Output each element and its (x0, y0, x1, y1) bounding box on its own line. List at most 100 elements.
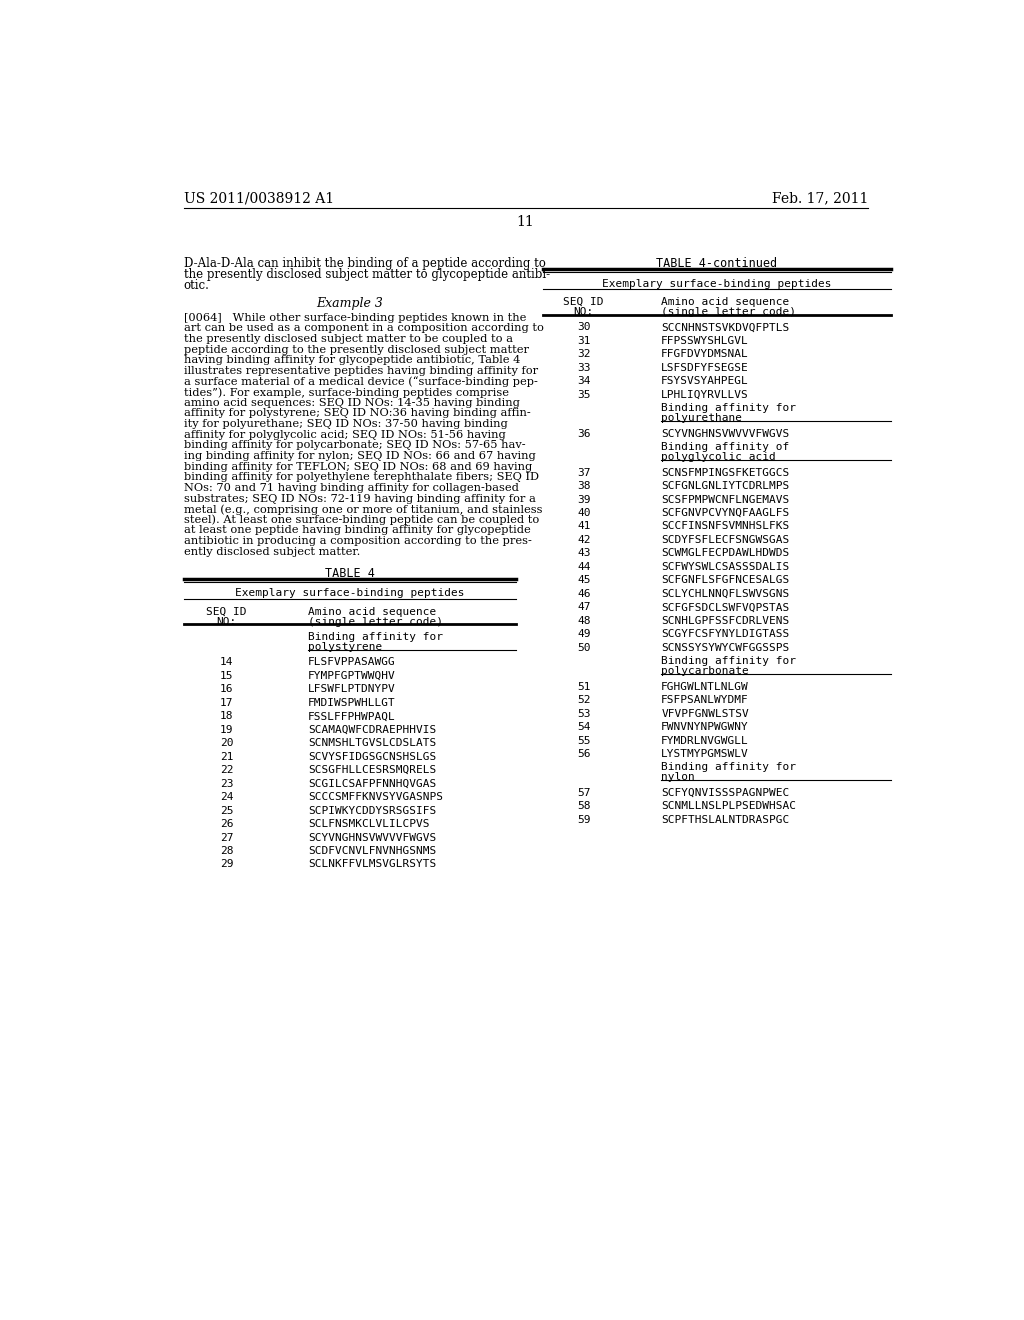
Text: SCVYSFIDGSGCNSHSLGS: SCVYSFIDGSGCNSHSLGS (308, 751, 436, 762)
Text: the presently disclosed subject matter to be coupled to a: the presently disclosed subject matter t… (183, 334, 513, 345)
Text: LPHLIQYRVLLVS: LPHLIQYRVLLVS (662, 389, 749, 400)
Text: FSSLFFPHWPAQL: FSSLFFPHWPAQL (308, 711, 395, 721)
Text: 14: 14 (220, 657, 233, 668)
Text: 25: 25 (220, 805, 233, 816)
Text: (single letter code): (single letter code) (308, 616, 442, 627)
Text: 40: 40 (577, 508, 591, 517)
Text: 57: 57 (577, 788, 591, 797)
Text: SCCFINSNFSVMNHSLFKS: SCCFINSNFSVMNHSLFKS (662, 521, 790, 532)
Text: SCGILCSAFPFNNHQVGAS: SCGILCSAFPFNNHQVGAS (308, 779, 436, 788)
Text: D-Ala-D-Ala can inhibit the binding of a peptide according to: D-Ala-D-Ala can inhibit the binding of a… (183, 257, 546, 271)
Text: Binding affinity of: Binding affinity of (662, 442, 790, 453)
Text: NO:: NO: (216, 616, 237, 627)
Text: 29: 29 (220, 859, 233, 870)
Text: FYMPFGPTWWQHV: FYMPFGPTWWQHV (308, 671, 395, 681)
Text: NOs: 70 and 71 having binding affinity for collagen-based: NOs: 70 and 71 having binding affinity f… (183, 483, 519, 492)
Text: SCNSSYSYWYCWFGGSSPS: SCNSSYSYWYCWFGGSSPS (662, 643, 790, 652)
Text: 24: 24 (220, 792, 233, 803)
Text: ity for polyurethane; SEQ ID NOs: 37-50 having binding: ity for polyurethane; SEQ ID NOs: 37-50 … (183, 420, 508, 429)
Text: TABLE 4: TABLE 4 (325, 566, 375, 579)
Text: tides”). For example, surface-binding peptides comprise: tides”). For example, surface-binding pe… (183, 387, 509, 397)
Text: the presently disclosed subject matter to glycopeptide antibi-: the presently disclosed subject matter t… (183, 268, 550, 281)
Text: SCFGFSDCLSWFVQPSTAS: SCFGFSDCLSWFVQPSTAS (662, 602, 790, 612)
Text: 28: 28 (220, 846, 233, 855)
Text: nylon: nylon (662, 772, 695, 783)
Text: binding affinity for polycarbonate; SEQ ID NOs: 57-65 hav-: binding affinity for polycarbonate; SEQ … (183, 441, 525, 450)
Text: 34: 34 (577, 376, 591, 387)
Text: [0064]   While other surface-binding peptides known in the: [0064] While other surface-binding pepti… (183, 313, 526, 323)
Text: 36: 36 (577, 429, 591, 438)
Text: SCYVNGHNSVWVVVFWGVS: SCYVNGHNSVWVVVFWGVS (662, 429, 790, 438)
Text: binding affinity for polyethylene terephthalate fibers; SEQ ID: binding affinity for polyethylene tereph… (183, 473, 539, 482)
Text: SCLYCHLNNQFLSWVSGNS: SCLYCHLNNQFLSWVSGNS (662, 589, 790, 599)
Text: SCFGNVPCVYNQFAAGLFS: SCFGNVPCVYNQFAAGLFS (662, 508, 790, 517)
Text: SCLNKFFVLMSVGLRSYTS: SCLNKFFVLMSVGLRSYTS (308, 859, 436, 870)
Text: antibiotic in producing a composition according to the pres-: antibiotic in producing a composition ac… (183, 536, 531, 546)
Text: illustrates representative peptides having binding affinity for: illustrates representative peptides havi… (183, 366, 538, 376)
Text: LSFSDFYFSEGSE: LSFSDFYFSEGSE (662, 363, 749, 372)
Text: 54: 54 (577, 722, 591, 733)
Text: steel). At least one surface-binding peptide can be coupled to: steel). At least one surface-binding pep… (183, 515, 539, 525)
Text: a surface material of a medical device (“surface-binding pep-: a surface material of a medical device (… (183, 376, 538, 387)
Text: SCCCSMFFKNVSYVGASNPS: SCCCSMFFKNVSYVGASNPS (308, 792, 442, 803)
Text: LFSWFLPTDNYPV: LFSWFLPTDNYPV (308, 684, 395, 694)
Text: 45: 45 (577, 576, 591, 585)
Text: metal (e.g., comprising one or more of titanium, and stainless: metal (e.g., comprising one or more of t… (183, 504, 543, 515)
Text: LYSTMYPGMSWLV: LYSTMYPGMSWLV (662, 748, 749, 759)
Text: Amino acid sequence: Amino acid sequence (308, 607, 436, 616)
Text: VFVPFGNWLSTSV: VFVPFGNWLSTSV (662, 709, 749, 718)
Text: SCNMSHLTGVSLCDSLATS: SCNMSHLTGVSLCDSLATS (308, 738, 436, 748)
Text: SCFGNLGNLIYTCDRLMPS: SCFGNLGNLIYTCDRLMPS (662, 480, 790, 491)
Text: FSYSVSYAHPEGL: FSYSVSYAHPEGL (662, 376, 749, 387)
Text: 58: 58 (577, 801, 591, 812)
Text: FLSFVPPASAWGG: FLSFVPPASAWGG (308, 657, 395, 668)
Text: Binding affinity for: Binding affinity for (662, 656, 797, 667)
Text: 53: 53 (577, 709, 591, 718)
Text: SCNSFMPINGSFKETGGCS: SCNSFMPINGSFKETGGCS (662, 467, 790, 478)
Text: 56: 56 (577, 748, 591, 759)
Text: 37: 37 (577, 467, 591, 478)
Text: FMDIWSPWHLLGT: FMDIWSPWHLLGT (308, 698, 395, 708)
Text: polyglycolic acid: polyglycolic acid (662, 453, 776, 462)
Text: 47: 47 (577, 602, 591, 612)
Text: polystyrene: polystyrene (308, 642, 382, 652)
Text: 38: 38 (577, 480, 591, 491)
Text: 17: 17 (220, 698, 233, 708)
Text: ing binding affinity for nylon; SEQ ID NOs: 66 and 67 having: ing binding affinity for nylon; SEQ ID N… (183, 451, 536, 461)
Text: 19: 19 (220, 725, 233, 735)
Text: SCNHLGPFSSFCDRLVENS: SCNHLGPFSSFCDRLVENS (662, 615, 790, 626)
Text: FWNVNYNPWGWNY: FWNVNYNPWGWNY (662, 722, 749, 733)
Text: FSFPSANLWYDMF: FSFPSANLWYDMF (662, 696, 749, 705)
Text: 41: 41 (577, 521, 591, 532)
Text: NO:: NO: (573, 308, 594, 317)
Text: 23: 23 (220, 779, 233, 788)
Text: 49: 49 (577, 630, 591, 639)
Text: 44: 44 (577, 562, 591, 572)
Text: substrates; SEQ ID NOs: 72-119 having binding affinity for a: substrates; SEQ ID NOs: 72-119 having bi… (183, 494, 536, 503)
Text: Binding affinity for: Binding affinity for (662, 763, 797, 772)
Text: FFGFDVYDMSNAL: FFGFDVYDMSNAL (662, 350, 749, 359)
Text: SCFYQNVISSSPAGNPWEC: SCFYQNVISSSPAGNPWEC (662, 788, 790, 797)
Text: SCFWYSWLCSASSSDALIS: SCFWYSWLCSASSSDALIS (662, 562, 790, 572)
Text: 43: 43 (577, 548, 591, 558)
Text: SCDFVCNVLFNVNHGSNMS: SCDFVCNVLFNVNHGSNMS (308, 846, 436, 855)
Text: FFPSSWYSHLGVL: FFPSSWYSHLGVL (662, 335, 749, 346)
Text: 31: 31 (577, 335, 591, 346)
Text: SCFGNFLSFGFNCESALGS: SCFGNFLSFGFNCESALGS (662, 576, 790, 585)
Text: 22: 22 (220, 766, 233, 775)
Text: 35: 35 (577, 389, 591, 400)
Text: SCGYFCSFYNYLDIGTASS: SCGYFCSFYNYLDIGTASS (662, 630, 790, 639)
Text: ently disclosed subject matter.: ently disclosed subject matter. (183, 546, 360, 557)
Text: 59: 59 (577, 814, 591, 825)
Text: 51: 51 (577, 681, 591, 692)
Text: 21: 21 (220, 751, 233, 762)
Text: 32: 32 (577, 350, 591, 359)
Text: 39: 39 (577, 495, 591, 504)
Text: Binding affinity for: Binding affinity for (308, 632, 442, 642)
Text: polycarbonate: polycarbonate (662, 667, 749, 676)
Text: SCLFNSMKCLVLILCPVS: SCLFNSMKCLVLILCPVS (308, 820, 429, 829)
Text: affinity for polyglycolic acid; SEQ ID NOs: 51-56 having: affinity for polyglycolic acid; SEQ ID N… (183, 430, 506, 440)
Text: 18: 18 (220, 711, 233, 721)
Text: 50: 50 (577, 643, 591, 652)
Text: FGHGWLNTLNLGW: FGHGWLNTLNLGW (662, 681, 749, 692)
